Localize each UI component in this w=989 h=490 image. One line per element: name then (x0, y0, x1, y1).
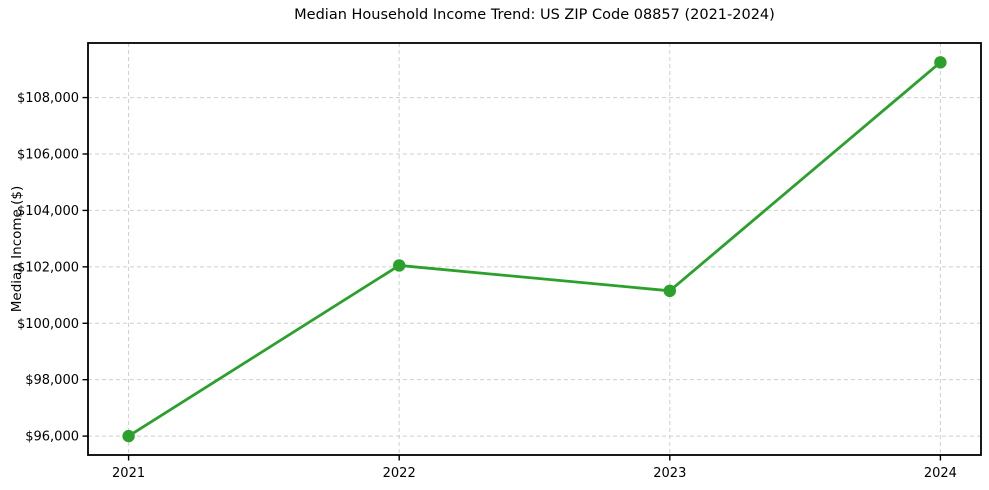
x-tick-label: 2024 (924, 466, 957, 481)
data-point-2024 (934, 56, 947, 69)
x-tick-label: 2023 (653, 466, 686, 481)
chart-title: Median Household Income Trend: US ZIP Co… (294, 7, 775, 23)
data-point-2022 (392, 259, 406, 272)
y-tick-label: $104,000 (17, 204, 79, 219)
data-point-2023 (663, 284, 677, 298)
y-tick-label: $102,000 (17, 260, 79, 275)
y-tick-label: $108,000 (17, 91, 79, 106)
y-tick-label: $106,000 (17, 148, 79, 163)
axes-border (87, 42, 982, 456)
y-tick-label: $98,000 (25, 373, 79, 388)
y-axis-label: Median Income ($) (9, 185, 25, 313)
x-tick-label: 2021 (112, 466, 145, 481)
data-point-2021 (122, 429, 135, 443)
x-tick-label: 2022 (383, 466, 416, 481)
y-tick-label: $96,000 (25, 430, 79, 445)
trend-line (127, 60, 942, 438)
y-tick-label: $100,000 (17, 317, 79, 332)
